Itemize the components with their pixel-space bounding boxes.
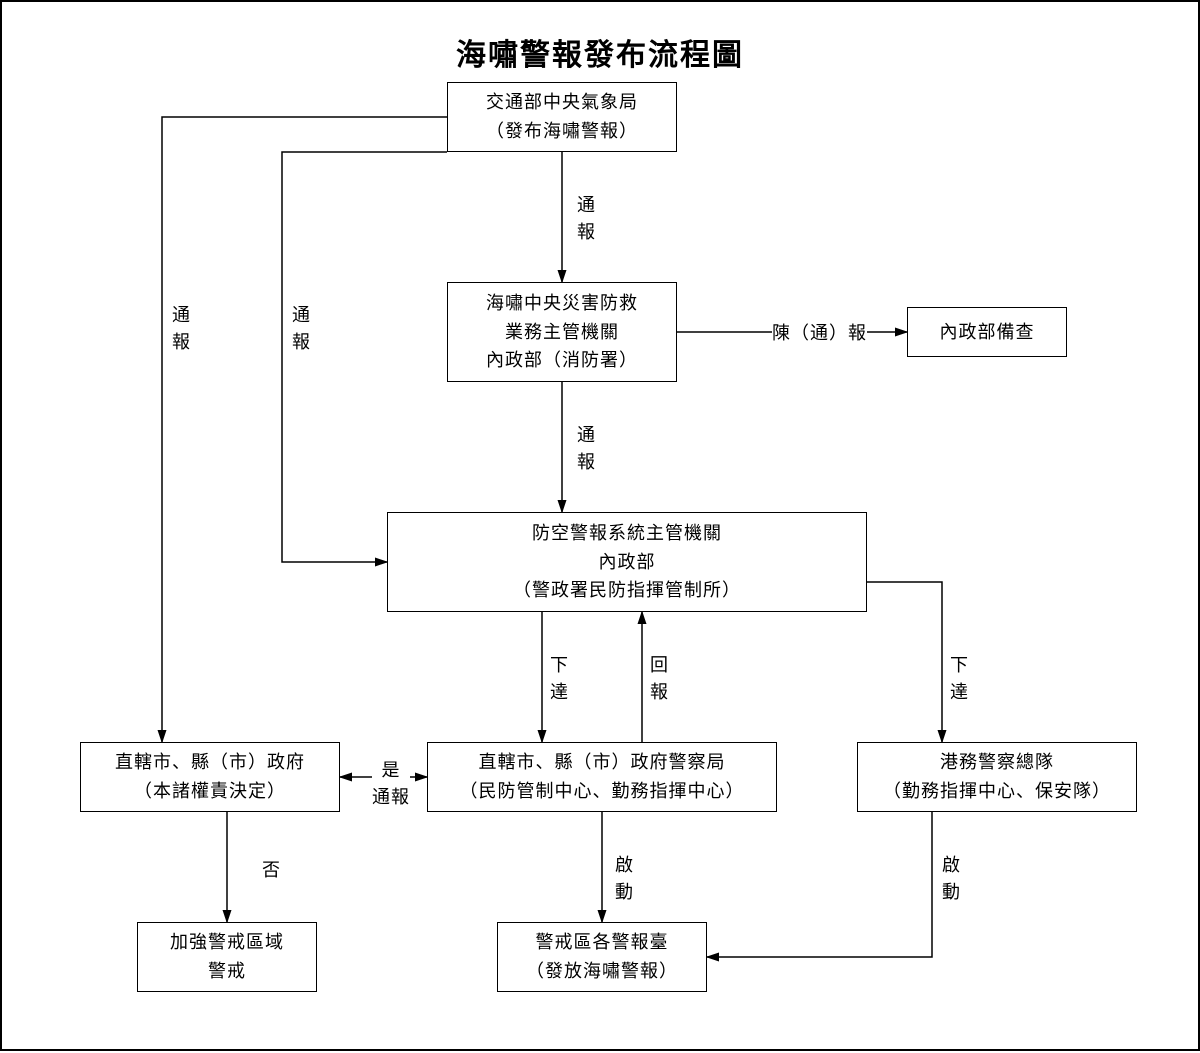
node-n6: 直轄市、縣（市）政府警察局（民防管制中心、勤務指揮中心）: [427, 742, 777, 812]
node-line: （本諸權責決定）: [134, 777, 286, 806]
edge-label-e5_8: 否: [262, 857, 281, 884]
connector-7: [867, 582, 942, 742]
node-line: 業務主管機關: [505, 318, 619, 347]
edge-label-e1_5b: 通報: [292, 302, 311, 356]
connector-11: [707, 812, 932, 957]
node-line: 加強警戒區域: [170, 928, 284, 957]
edge-label-e6_9: 啟動: [615, 852, 634, 906]
edge-label-e2_3: 陳（通）報: [772, 320, 867, 347]
node-line: 防空警報系統主管機關: [532, 519, 722, 548]
node-line: （發布海嘯警報）: [486, 117, 638, 146]
edge-label-e4_7: 下達: [950, 652, 969, 706]
node-n2: 海嘯中央災害防救業務主管機關內政部（消防署）: [447, 282, 677, 382]
node-line: （警政署民防指揮管制所）: [513, 576, 741, 605]
node-n7: 港務警察總隊（勤務指揮中心、保安隊）: [857, 742, 1137, 812]
edge-label-e7_9: 啟動: [942, 852, 961, 906]
edge-label-e2_4: 通報: [577, 422, 596, 476]
node-line: 內政部: [599, 548, 656, 577]
connector-3: [162, 117, 447, 742]
node-line: 內政部備查: [940, 318, 1035, 347]
node-line: 海嘯中央災害防救: [486, 289, 638, 318]
node-n8: 加強警戒區域警戒: [137, 922, 317, 992]
node-line: 港務警察總隊: [940, 748, 1054, 777]
node-line: 警戒: [208, 957, 246, 986]
connector-4: [282, 152, 447, 562]
node-n1: 交通部中央氣象局（發布海嘯警報）: [447, 82, 677, 152]
node-line: 內政部（消防署）: [486, 346, 638, 375]
node-line: 直轄市、縣（市）政府警察局: [479, 748, 726, 777]
node-line: 警戒區各警報臺: [536, 928, 669, 957]
edge-label-e1_5a: 通報: [172, 302, 191, 356]
edge-label-e6_5: 是通報: [372, 757, 410, 811]
node-n9: 警戒區各警報臺（發放海嘯警報）: [497, 922, 707, 992]
node-line: （民防管制中心、勤務指揮中心）: [460, 777, 745, 806]
node-n5: 直轄市、縣（市）政府（本諸權責決定）: [80, 742, 340, 812]
flowchart-page: 海嘯警報發布流程圖 交通部中央氣象局（發布海嘯警報） 海嘯中央災害防救業務主管機關…: [0, 0, 1200, 1051]
node-line: （勤務指揮中心、保安隊）: [883, 777, 1111, 806]
node-line: 直轄市、縣（市）政府: [115, 748, 305, 777]
node-line: 交通部中央氣象局: [486, 88, 638, 117]
chart-title: 海嘯警報發布流程圖: [2, 30, 1198, 74]
node-n3: 內政部備查: [907, 307, 1067, 357]
node-line: （發放海嘯警報）: [526, 957, 678, 986]
edge-label-e4_6_down: 下達: [550, 652, 569, 706]
edge-label-e1_2: 通報: [577, 192, 596, 246]
node-n4: 防空警報系統主管機關內政部（警政署民防指揮管制所）: [387, 512, 867, 612]
edge-label-e6_4_up: 回報: [650, 652, 669, 706]
